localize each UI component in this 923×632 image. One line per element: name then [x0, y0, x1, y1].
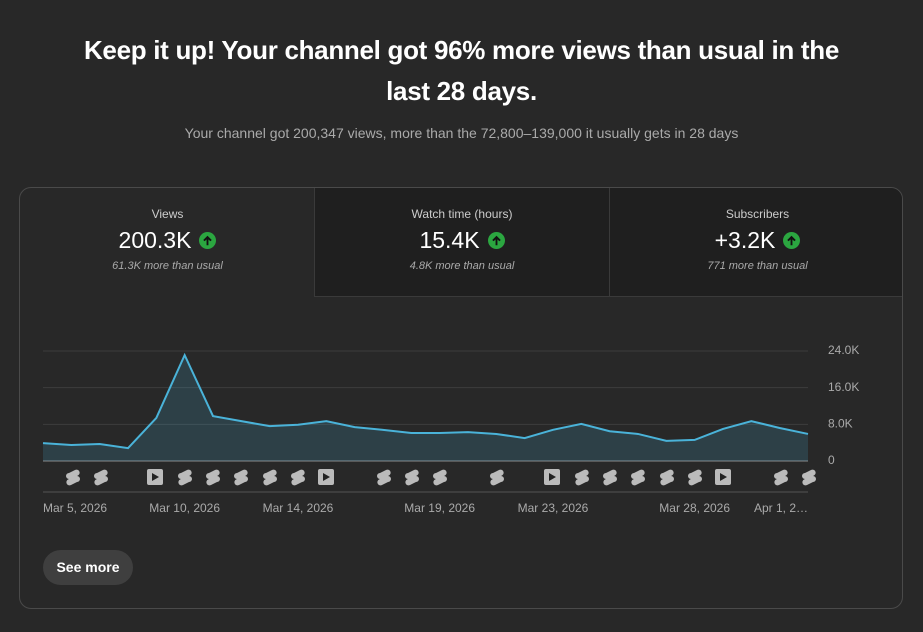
- shorts-icon: [263, 469, 277, 486]
- x-tick-label: Mar 5, 2026: [43, 501, 107, 515]
- x-tick-label: Mar 28, 2026: [659, 501, 730, 515]
- metric-note: 4.8K more than usual: [409, 260, 515, 272]
- shorts-icon: [178, 469, 192, 486]
- metric-tab[interactable]: Watch time (hours) 15.4K 4.8K more than us…: [314, 188, 609, 297]
- shorts-icon: [631, 469, 645, 486]
- metric-note: 771 more than usual: [707, 260, 808, 272]
- metric-value-row: +3.2K: [610, 227, 902, 254]
- video-play: [323, 473, 330, 481]
- x-tick-label: Mar 23, 2026: [518, 501, 589, 515]
- subtitle: Your channel got 200,347 views, more tha…: [184, 125, 739, 141]
- y-tick-label: 16.0K: [828, 380, 859, 394]
- shorts-icon: [234, 469, 248, 486]
- x-tick-label: Mar 10, 2026: [149, 501, 220, 515]
- video-play: [720, 473, 727, 481]
- shorts-icon: [802, 469, 816, 486]
- shorts-icon: [688, 469, 702, 486]
- metric-label: Views: [151, 207, 184, 221]
- metric-value-row: 15.4K: [315, 227, 609, 254]
- metric-label: Watch time (hours): [411, 207, 513, 221]
- shorts-icon: [66, 469, 80, 486]
- shorts-icon: [575, 469, 589, 486]
- metric-value-row: 200.3K: [20, 227, 315, 254]
- metric-tab[interactable]: Views 200.3K 61.3K more than usual: [20, 188, 315, 297]
- up-icon: [783, 232, 801, 249]
- shorts-icon: [774, 469, 788, 486]
- metric-label: Subscribers: [725, 207, 790, 221]
- shorts-icon: [603, 469, 617, 486]
- metric-note: 61.3K more than usual: [112, 260, 223, 272]
- shorts-icon: [377, 469, 391, 486]
- metric-value: 15.4K: [419, 227, 480, 253]
- video-play: [549, 473, 556, 481]
- line: [42, 352, 809, 450]
- shorts-icon: [206, 469, 220, 486]
- y-tick-label: 8.0K: [828, 417, 853, 431]
- see-more-button[interactable]: See more: [43, 550, 133, 585]
- x-tick-label: Apr 1, 2…: [754, 501, 808, 515]
- x-tick-label: Mar 14, 2026: [263, 501, 334, 515]
- up-icon: [199, 232, 217, 249]
- x-tick-label: Mar 19, 2026: [404, 501, 475, 515]
- shorts-icon: [433, 469, 447, 486]
- shorts-icon: [490, 469, 504, 486]
- metric-value: 200.3K: [118, 227, 192, 253]
- y-tick-label: 24.0K: [828, 343, 859, 357]
- video-play: [152, 473, 159, 481]
- metric-value: +3.2K: [714, 227, 776, 253]
- headline: Keep it up! Your channel got 96% more vi…: [83, 35, 840, 106]
- shorts-icon: [94, 469, 108, 486]
- metric-tab[interactable]: Subscribers +3.2K 771 more than usual: [609, 188, 902, 297]
- card: Views 200.3K 61.3K more than usual Watch ti…: [19, 187, 903, 609]
- up-icon: [487, 232, 505, 249]
- y-tick-label: 0: [828, 453, 835, 467]
- shorts-icon: [291, 469, 305, 486]
- shorts-icon: [660, 469, 674, 486]
- shorts-icon: [405, 469, 419, 486]
- area-fill: [43, 355, 808, 461]
